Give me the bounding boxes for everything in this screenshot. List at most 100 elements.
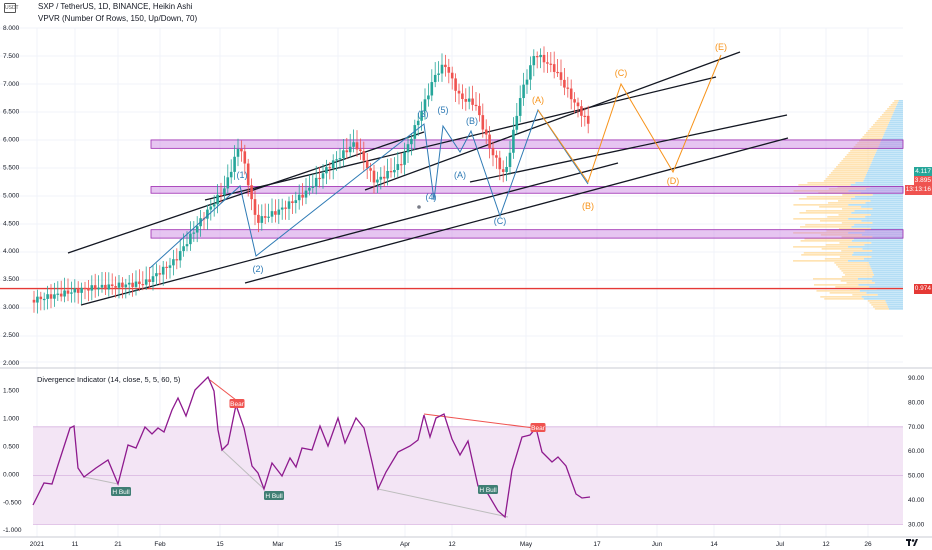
- volume-bar-down: [798, 184, 851, 186]
- time-axis-tick: Apr: [400, 541, 411, 548]
- oscillator-axis-tick: 60.00: [908, 448, 925, 455]
- volume-bar-up: [871, 242, 903, 244]
- volume-bar-down: [824, 258, 864, 260]
- signal-label-text: H Bull: [265, 493, 283, 500]
- volume-bar-down: [800, 240, 852, 242]
- volume-bar-up: [848, 218, 903, 220]
- volume-bar-down: [823, 180, 864, 182]
- candle-body: [294, 200, 298, 203]
- symbol-title[interactable]: SXP / TetherUS, 1D, BINANCE, Heikin Ashi: [38, 2, 193, 11]
- volume-bar-down: [835, 286, 870, 288]
- candle-body: [532, 56, 536, 66]
- volume-bar-down: [842, 194, 873, 196]
- candle-body: [138, 281, 141, 285]
- candle-body: [552, 64, 556, 72]
- candle-body: [158, 273, 162, 275]
- volume-bar-up: [888, 308, 903, 310]
- volume-bar-down: [846, 154, 875, 156]
- signal-label-bg: [530, 423, 546, 432]
- trend-line-3: [80, 162, 619, 306]
- volume-bar-down: [793, 232, 849, 234]
- oscillator-title[interactable]: Divergence Indicator (14, close, 5, 5, 6…: [37, 375, 181, 384]
- price-axis-tick: 2.000: [3, 360, 20, 367]
- price-axis-tick: 1.500: [3, 388, 20, 395]
- volume-bar-down: [838, 200, 871, 202]
- volume-bar-down: [816, 290, 860, 292]
- volume-bar-down: [851, 148, 878, 150]
- candle-body: [437, 73, 440, 75]
- candle-body: [518, 98, 522, 116]
- volume-bar-up: [851, 240, 903, 242]
- signal-label-bull[interactable]: H Bull: [478, 485, 498, 494]
- candle-body: [563, 79, 566, 88]
- candle-body: [440, 64, 444, 74]
- volume-bar-down: [873, 306, 889, 308]
- volume-bar-down: [839, 162, 872, 164]
- volume-bar-down: [801, 254, 853, 256]
- candle-body: [345, 150, 349, 153]
- volume-bar-up: [866, 292, 903, 294]
- volume-bar-up: [872, 250, 903, 252]
- volume-bar-up: [877, 294, 903, 296]
- price-axis-tick: 7.500: [3, 53, 20, 60]
- volume-bar-down: [890, 104, 897, 106]
- volume-bar-down: [827, 176, 866, 178]
- candle-body: [433, 74, 437, 83]
- candle-body: [474, 104, 478, 107]
- time-axis-tick: 17: [593, 541, 601, 548]
- candle-body: [342, 150, 345, 159]
- volume-bar-up: [876, 150, 903, 152]
- volume-bar-down: [832, 170, 868, 172]
- candle-body: [209, 206, 213, 210]
- candle-body: [226, 177, 230, 189]
- signal-label-bear[interactable]: Bear: [530, 423, 546, 432]
- volume-bar-up: [868, 168, 903, 170]
- volume-bar-up: [872, 208, 903, 210]
- volume-bar-down: [828, 202, 866, 204]
- time-axis-tick: May: [520, 541, 533, 548]
- volume-bar-down: [828, 188, 866, 190]
- candle-body: [450, 72, 454, 79]
- volume-bar-down: [867, 300, 886, 302]
- signal-label-bear[interactable]: Bear: [229, 399, 245, 408]
- volume-bar-down: [837, 266, 871, 268]
- signal-label-bull[interactable]: H Bull: [264, 491, 284, 500]
- candle-body: [308, 187, 311, 191]
- candle-body: [522, 84, 525, 99]
- candle-body: [267, 216, 270, 218]
- volume-bar-up: [869, 166, 903, 168]
- signal-label-bull[interactable]: H Bull: [111, 487, 131, 496]
- volume-bar-up: [872, 194, 903, 196]
- candle-body: [253, 199, 257, 215]
- wave-label-projected-2: (B): [582, 201, 594, 211]
- candle-body: [59, 293, 63, 297]
- volume-bar-up: [865, 176, 903, 178]
- candle-body: [165, 266, 168, 269]
- time-axis-tick: 2021: [30, 541, 45, 548]
- volume-bar-up: [865, 216, 903, 218]
- volume-bar-up: [885, 130, 903, 132]
- volume-bar-up: [875, 152, 903, 154]
- candle-body: [549, 63, 553, 65]
- candle-body: [236, 148, 240, 157]
- volume-bar-down: [853, 146, 879, 148]
- tradingview-logo-icon[interactable]: [906, 538, 918, 547]
- volume-bar-down: [881, 114, 893, 116]
- candle-body: [46, 294, 49, 299]
- candle-body: [87, 288, 90, 291]
- candle-body: [32, 299, 36, 303]
- volume-bar-up: [872, 222, 903, 224]
- volume-bar-down: [852, 294, 878, 296]
- candle-body: [427, 95, 430, 100]
- candle-body: [369, 168, 372, 171]
- volume-bar-up: [850, 198, 903, 200]
- time-axis-tick: 12: [448, 541, 456, 548]
- volume-bar-down: [829, 174, 867, 176]
- vpvr-indicator-label[interactable]: VPVR (Number Of Rows, 150, Up/Down, 70): [38, 14, 198, 23]
- candle-body: [175, 259, 179, 261]
- price-axis-tick: -1.000: [3, 527, 22, 534]
- signal-label-text: Bear: [230, 401, 245, 408]
- candle-body: [569, 88, 573, 100]
- volume-bar-up: [852, 254, 903, 256]
